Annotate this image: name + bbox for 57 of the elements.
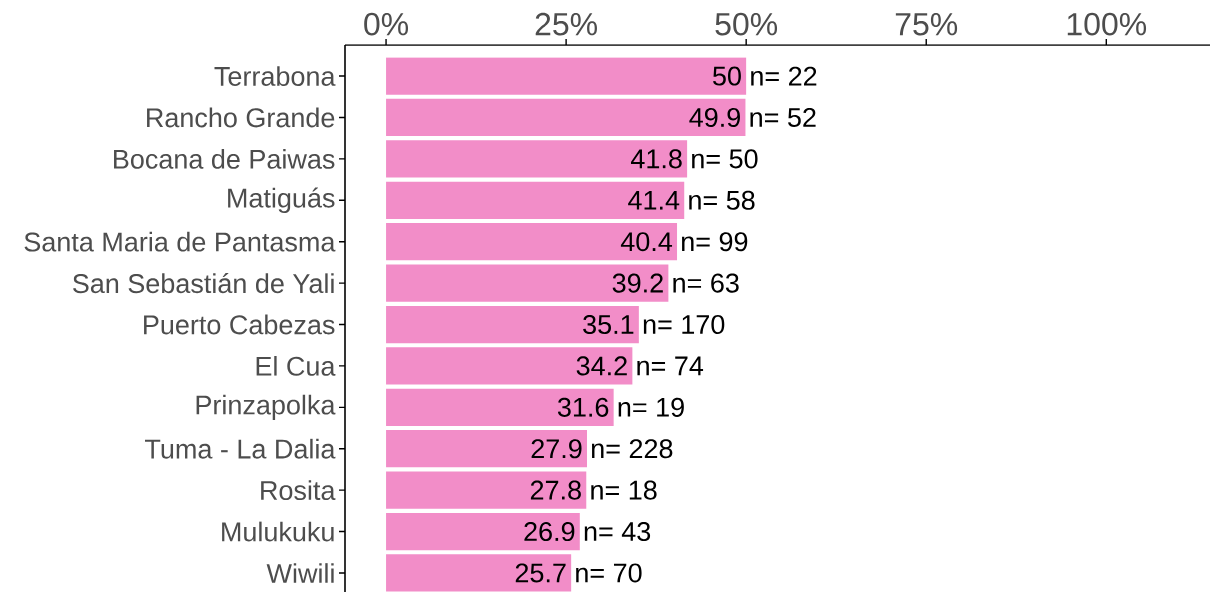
y-tick-label: San Sebastián de Yali [73, 273, 334, 294]
y-tick-label: Matiguás [228, 187, 335, 214]
data-label: 27.9 [531, 439, 582, 459]
annotation: n= 74 [637, 356, 704, 376]
y-tick-label: Mulukuku [222, 521, 334, 542]
annotation: n= 19 [618, 397, 684, 417]
y-tick-label: Rosita [261, 480, 336, 501]
data-label: 41.4 [628, 190, 680, 210]
y-tick-label: Bocana de Paiwas [114, 148, 335, 169]
bar [386, 512, 580, 551]
annotation: n= 99 [682, 232, 748, 252]
annotation: n= 63 [673, 273, 739, 293]
data-label: 49.9 [689, 107, 740, 128]
bar [386, 388, 614, 426]
y-tick-label: Terrabona [214, 66, 336, 86]
bar [386, 223, 678, 261]
bar [386, 554, 572, 592]
bar [386, 140, 688, 178]
annotation: n= 70 [576, 563, 642, 583]
bar [386, 57, 747, 95]
annotation: n= 43 [584, 521, 651, 542]
annotation: n= 22 [751, 66, 817, 86]
y-tick-label: Santa Maria de Pantasma [24, 231, 336, 252]
data-label: 50 [713, 66, 741, 86]
x-tick-label: 100% [1067, 12, 1147, 36]
y-tick-label: El Cua [256, 355, 336, 376]
data-label: 40.4 [620, 232, 673, 252]
y-tick-label: Tuma - La Dalia [145, 438, 336, 459]
y-tick-label: Rancho Grande [147, 107, 335, 128]
bar [386, 264, 669, 302]
y-tick-label: Prinzapolka [196, 394, 336, 420]
data-label: 34.2 [576, 356, 627, 376]
data-label: 35.1 [583, 314, 634, 335]
x-tick-label: 50% [715, 12, 778, 36]
annotation: n= 170 [643, 314, 725, 335]
annotation: n= 52 [750, 107, 816, 128]
annotation: n= 228 [591, 439, 673, 459]
annotation: n= 58 [689, 190, 755, 210]
annotation: n= 50 [692, 149, 758, 169]
annotation: n= 18 [591, 480, 657, 500]
y-tick-label: Puerto Cabezas [144, 314, 335, 335]
bar [386, 471, 587, 509]
data-label: 39.2 [612, 273, 663, 293]
x-tick-label: 75% [895, 12, 958, 36]
data-label: 31.6 [557, 397, 609, 417]
x-tick-label: 0% [364, 12, 409, 36]
data-label: 41.8 [630, 149, 682, 169]
bar [386, 181, 685, 219]
bar [386, 305, 639, 344]
bar [386, 347, 633, 385]
y-tick-label: Wiwili [266, 563, 334, 583]
data-label: 26.9 [524, 521, 575, 542]
data-label: 25.7 [515, 563, 566, 583]
bar [386, 98, 746, 137]
data-label: 27.8 [530, 480, 581, 500]
x-tick-label: 25% [535, 12, 597, 36]
bar [386, 430, 587, 468]
